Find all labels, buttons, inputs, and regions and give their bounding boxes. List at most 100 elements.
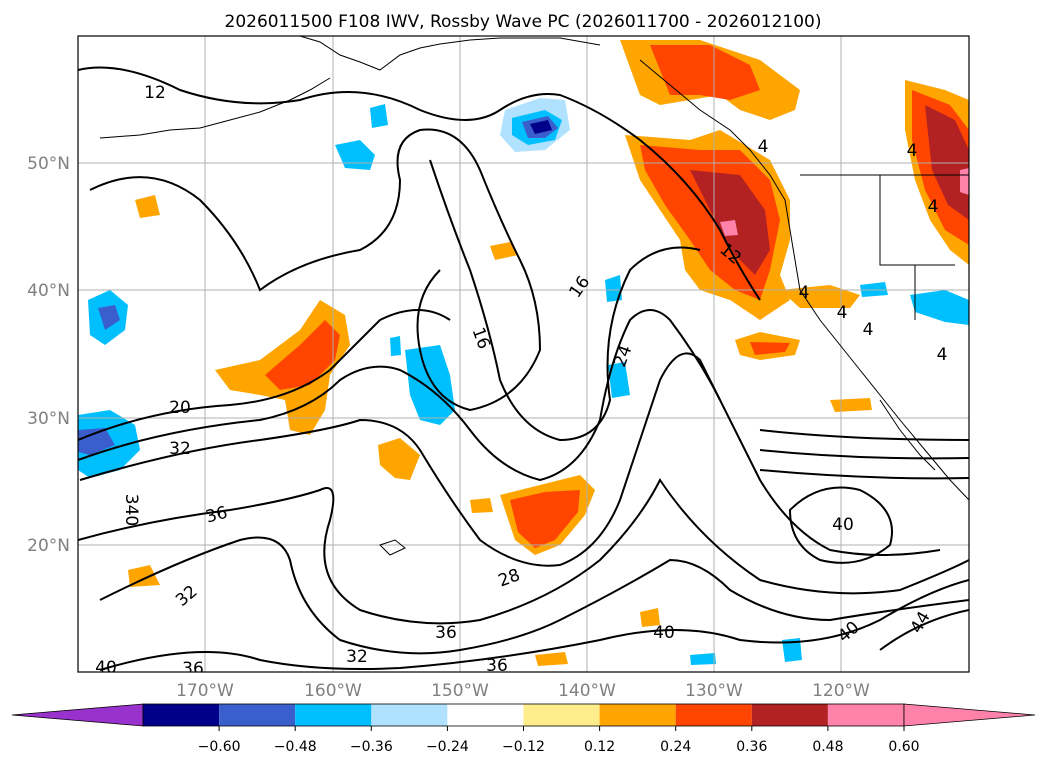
colorbar-box xyxy=(295,704,372,726)
lat-label: 40°N xyxy=(27,281,70,301)
shade-positive-plume-inner xyxy=(265,320,340,390)
shade-negative-gulf-alaska-core xyxy=(530,120,552,134)
colorbar-box xyxy=(143,704,220,726)
contour-label: 4 xyxy=(837,303,848,323)
contour-label: 4 xyxy=(937,345,948,365)
lat-label: 20°N xyxy=(27,536,70,556)
shade-positive-small-1-inner xyxy=(750,342,790,355)
contour-label: 32 xyxy=(346,647,368,667)
shade-positive-nw-core xyxy=(650,45,760,100)
lat-label: 50°N xyxy=(27,154,70,174)
shade-positive-canada-peak xyxy=(960,168,969,195)
lon-label: 140°W xyxy=(558,681,616,701)
colorbar-box xyxy=(675,704,752,726)
shade-negative-central xyxy=(405,345,455,425)
contour-16-loop xyxy=(89,128,542,412)
coastline-hawaii xyxy=(379,539,406,556)
contour-label: 4 xyxy=(863,320,874,340)
shade-positive-small-6 xyxy=(535,652,568,666)
colorbar-over-extension xyxy=(903,703,1036,727)
latitude-labels: 50°N 40°N 30°N 20°N xyxy=(27,154,70,556)
colorbar-tick-label: 0.36 xyxy=(736,739,767,755)
contour-label: 20 xyxy=(169,398,191,418)
shade-positive-small-7 xyxy=(470,498,493,513)
colorbar-ticks: −0.60 −0.48 −0.36 −0.24 −0.12 0.12 0.24 0.36 0.4… xyxy=(198,726,920,755)
lat-label: 30°N xyxy=(27,409,70,429)
lon-label: 120°W xyxy=(812,681,870,701)
colorbar: −0.60 −0.48 −0.36 −0.24 −0.12 0.12 0.24 0.36 0.4… xyxy=(11,703,1036,755)
colorbar-box xyxy=(219,704,296,726)
shade-negative-north-2 xyxy=(370,104,388,128)
shade-negative-south xyxy=(782,638,802,662)
shade-positive-subtrop-inner xyxy=(510,490,580,548)
contour-label: 40 xyxy=(95,658,117,678)
colorbar-tick-label: 0.24 xyxy=(660,739,691,755)
shade-positive-nw-main-peak xyxy=(720,220,738,236)
shade-negative-east-2 xyxy=(605,275,622,302)
contour-label: 4 xyxy=(758,137,769,157)
colorbar-box xyxy=(751,704,828,726)
shade-positive-hawaii xyxy=(378,438,420,480)
colorbar-tick-label: −0.24 xyxy=(426,739,469,755)
lon-label: 130°W xyxy=(685,681,743,701)
shade-negative-east-1 xyxy=(608,362,630,398)
contour-40-loop xyxy=(788,486,893,564)
lon-label: 150°W xyxy=(431,681,489,701)
map-panel: 12 16 16 12 24 20 32 340 36 28 32 36 36 … xyxy=(77,35,970,679)
map-frame xyxy=(77,35,970,673)
border-state-lines xyxy=(879,175,955,320)
shade-positive-small-4 xyxy=(490,242,518,260)
colorbar-box xyxy=(447,704,524,726)
coastline-alaska xyxy=(299,36,601,71)
contour-20 xyxy=(78,309,451,441)
contour-label: 36 xyxy=(435,623,457,643)
contour-label: 12 xyxy=(144,83,166,103)
colorbar-box xyxy=(371,704,448,726)
contour-12-north xyxy=(78,66,761,301)
shade-positive-small-9 xyxy=(640,608,660,627)
colorbar-tick-label: 0.48 xyxy=(812,739,843,755)
figure-title: 2026011500 F108 IWV, Rossby Wave PC (202… xyxy=(225,12,822,32)
contour-label: 32 xyxy=(169,439,191,459)
coastline-aleutians xyxy=(99,77,331,139)
shade-negative-south-2 xyxy=(690,653,716,665)
contour-32 xyxy=(78,478,969,625)
colorbar-box xyxy=(523,704,600,726)
contour-label: 40 xyxy=(832,515,854,535)
colorbar-tick-label: 0.60 xyxy=(888,739,919,755)
shade-negative-nw-inner xyxy=(98,305,120,330)
contour-label: 4 xyxy=(907,141,918,161)
coastlines xyxy=(99,36,969,556)
coastline-baja xyxy=(879,399,936,471)
contour-east-stack xyxy=(759,429,969,480)
contour-28 xyxy=(79,352,941,567)
colorbar-box xyxy=(599,704,676,726)
anomaly-shading xyxy=(78,40,969,666)
colorbar-boxes xyxy=(142,703,905,727)
colorbar-tick-label: −0.60 xyxy=(198,739,241,755)
colorbar-tick-label: 0.12 xyxy=(584,739,615,755)
contour-24 xyxy=(78,309,721,482)
lon-label: 160°W xyxy=(304,681,362,701)
shade-negative-small xyxy=(390,336,401,356)
colorbar-tick-label: −0.12 xyxy=(502,739,545,755)
contour-36 xyxy=(99,536,969,655)
contour-label: 36 xyxy=(182,659,204,679)
colorbar-tick-label: −0.36 xyxy=(350,739,393,755)
shade-negative-coast-1 xyxy=(910,290,969,325)
contour-label: 40 xyxy=(653,623,675,643)
shade-positive-small-2 xyxy=(135,195,160,218)
colorbar-tick-label: −0.48 xyxy=(274,739,317,755)
contour-40 xyxy=(99,579,969,671)
colorbar-under-extension xyxy=(11,703,144,727)
longitude-labels: 170°W 160°W 150°W 140°W 130°W 120°W xyxy=(176,681,870,701)
shade-negative-dateline-west-inner xyxy=(78,428,115,455)
contour-44 xyxy=(879,609,969,651)
contour-label: 4 xyxy=(799,283,810,303)
lon-label: 170°W xyxy=(176,681,234,701)
shade-positive-small-5 xyxy=(830,398,872,412)
colorbar-box xyxy=(827,704,904,726)
iwv-contours xyxy=(78,66,969,671)
contour-label: 36 xyxy=(486,656,508,676)
